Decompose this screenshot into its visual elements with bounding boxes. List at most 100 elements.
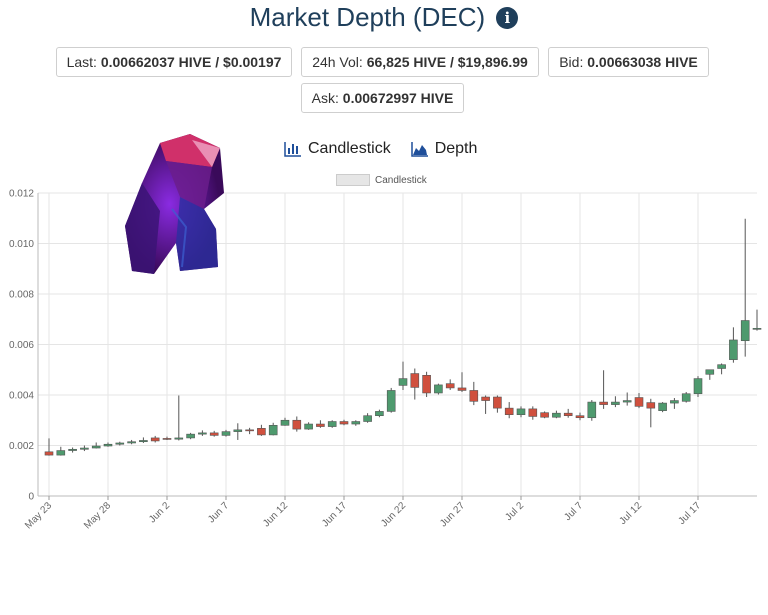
candle-body: [233, 429, 243, 432]
x-tick-label: Jul 12: [617, 500, 644, 527]
ask-badge: Ask: 0.00672997 HIVE: [301, 83, 464, 113]
candle-body: [729, 339, 738, 360]
candle-body: [552, 412, 561, 418]
x-tick-label: Jun 22: [379, 500, 408, 529]
chart-legend[interactable]: Candlestick: [336, 174, 427, 186]
candle-body: [493, 396, 502, 409]
candle-body: [516, 408, 526, 415]
candle-body: [386, 390, 396, 412]
candle-body: [457, 387, 467, 391]
y-tick-label: 0.010: [9, 239, 34, 250]
candle-body: [634, 397, 644, 407]
x-tick-label: May 28: [82, 500, 113, 531]
candle-body: [304, 423, 313, 430]
ask-label: Ask:: [311, 90, 339, 106]
candle-body: [245, 429, 254, 432]
ask-value: 0.00672997 HIVE: [342, 90, 454, 106]
last-label: Last:: [66, 54, 97, 70]
y-tick-label: 0: [28, 492, 34, 503]
candle-body: [670, 400, 679, 404]
candle-body: [705, 369, 715, 375]
candle-body: [693, 378, 703, 395]
candle-body: [740, 320, 750, 342]
y-tick-label: 0.012: [9, 189, 34, 200]
candle-body: [186, 433, 195, 439]
x-tick-label: Jul 7: [562, 500, 585, 523]
candle-body: [280, 419, 290, 426]
x-tick-label: Jul 17: [676, 500, 703, 527]
tab-candlestick[interactable]: Candlestick: [284, 140, 391, 158]
y-tick-label: 0.008: [9, 290, 34, 301]
candle-body: [292, 419, 302, 430]
candle-body: [563, 412, 573, 417]
tab-depth[interactable]: Depth: [410, 140, 478, 158]
info-icon[interactable]: i: [496, 7, 519, 29]
candle-body: [575, 415, 585, 419]
volume-badge: 24h Vol: 66,825 HIVE / $19,896.99: [301, 47, 539, 77]
candle-body: [257, 428, 266, 436]
candle-body: [481, 396, 490, 401]
candle-body: [127, 441, 136, 444]
candle-body: [599, 401, 608, 405]
candle-body: [139, 440, 148, 443]
dec-crystal-logo: [125, 134, 224, 274]
candle-body: [752, 328, 762, 330]
y-tick-label: 0.006: [9, 340, 34, 351]
y-tick-label: 0.002: [9, 441, 34, 452]
candle-body: [445, 383, 455, 389]
candle-body: [410, 373, 420, 388]
y-tick-label: 0.004: [9, 391, 34, 402]
candle-body: [80, 447, 89, 450]
candle-body: [56, 450, 66, 456]
candle-body: [339, 421, 349, 425]
candle-body: [434, 384, 443, 394]
candle-body: [103, 443, 113, 447]
last-price-badge: Last: 0.00662037 HIVE / $0.00197: [56, 47, 292, 77]
legend-swatch: [336, 174, 370, 186]
candle-body: [351, 421, 361, 425]
bar-chart-icon: [284, 142, 301, 157]
volume-label: 24h Vol:: [312, 54, 363, 70]
candle-body: [198, 432, 207, 435]
candle-body: [268, 424, 278, 436]
last-value: 0.00662037 HIVE / $0.00197: [100, 54, 282, 70]
bid-badge: Bid: 0.00663038 HIVE: [548, 47, 709, 77]
tab-depth-label: Depth: [434, 140, 478, 157]
legend-label: Candlestick: [375, 174, 427, 186]
candle-body: [398, 378, 408, 386]
candle-body: [150, 437, 160, 442]
candle-body: [68, 448, 77, 451]
candle-body: [327, 421, 337, 427]
x-tick-label: May 23: [23, 500, 54, 531]
x-tick-label: Jun 2: [147, 500, 172, 525]
candle-body: [91, 445, 101, 449]
page-title: Market Depth (DEC) i: [0, 2, 768, 33]
x-tick-label: Jun 12: [261, 500, 290, 529]
volume-value: 66,825 HIVE / $19,896.99: [366, 54, 528, 70]
candle-body: [174, 437, 184, 440]
candle-body: [469, 390, 479, 402]
candle-body: [528, 408, 538, 417]
candle-body: [658, 402, 667, 411]
x-tick-label: Jun 17: [320, 500, 349, 529]
candle-body: [681, 393, 691, 402]
candle-body: [316, 423, 325, 427]
x-tick-label: Jun 7: [206, 500, 231, 525]
candle-body: [504, 407, 514, 415]
candle-body: [717, 364, 726, 369]
page-title-text: Market Depth (DEC): [249, 2, 486, 32]
candle-body: [622, 400, 632, 403]
candle-body: [540, 412, 549, 418]
candle-body: [363, 415, 372, 422]
candle-body: [209, 432, 219, 436]
candle-body: [162, 438, 172, 440]
candle-body: [115, 442, 125, 445]
bid-value: 0.00663038 HIVE: [587, 54, 698, 70]
x-tick-label: Jun 27: [438, 500, 467, 529]
candle-body: [646, 402, 656, 409]
candle-body: [611, 401, 620, 405]
area-chart-icon: [410, 142, 428, 157]
candle-body: [587, 401, 597, 419]
bid-label: Bid:: [559, 54, 584, 70]
